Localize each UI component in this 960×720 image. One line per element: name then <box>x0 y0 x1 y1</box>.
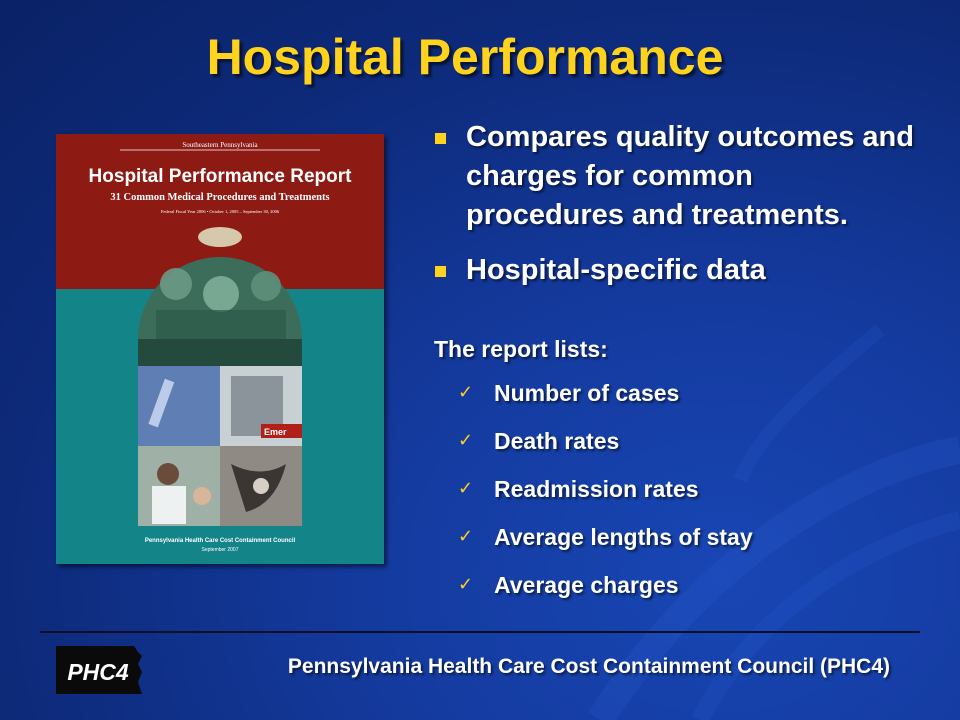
surgery-lamp <box>198 227 242 247</box>
report-cover-image: Southeastern Pennsylvania Hospital Perfo… <box>56 134 384 564</box>
checklist-text: Death rates <box>494 428 620 454</box>
cover-publisher: Pennsylvania Health Care Cost Containmen… <box>145 538 296 544</box>
bullet-item: Compares quality outcomes and charges fo… <box>434 118 914 235</box>
vial-photo <box>138 366 220 446</box>
pennsylvania-shape-icon <box>56 646 142 694</box>
cover-period: Federal Fiscal Year 2006 • October 1, 20… <box>161 209 280 215</box>
checklist-item: ✓ Death rates <box>458 428 753 476</box>
checkmark-icon: ✓ <box>458 430 474 451</box>
checklist-text: Average lengths of stay <box>494 524 753 550</box>
checklist-item: ✓ Average charges <box>458 572 753 620</box>
checklist-text: Readmission rates <box>494 476 699 502</box>
checklist-text: Number of cases <box>494 380 680 406</box>
checkmark-icon: ✓ <box>458 526 474 547</box>
footer-text: Pennsylvania Health Care Cost Containmen… <box>287 655 890 678</box>
checklist-item: ✓ Readmission rates <box>458 476 753 524</box>
footer-divider <box>40 631 920 633</box>
slide-title: Hospital Performance <box>206 29 724 85</box>
logo-text: PHC4 <box>67 659 129 685</box>
phc4-logo: PHC4 <box>56 646 142 694</box>
square-bullet-icon <box>435 266 446 277</box>
bullet-text: Compares quality outcomes and charges fo… <box>466 121 914 231</box>
bullet-text: Hospital-specific data <box>466 254 766 286</box>
checklist-item: ✓ Number of cases <box>458 380 753 428</box>
bullet-item: Hospital-specific data <box>434 251 914 290</box>
cover-subtitle: 31 Common Medical Procedures and Treatme… <box>110 192 329 203</box>
cover-region: Southeastern Pennsylvania <box>182 141 258 149</box>
square-bullet-icon <box>435 133 446 144</box>
checklist-text: Average charges <box>494 572 679 598</box>
cover-date: September 2007 <box>202 547 239 553</box>
bullet-list: Compares quality outcomes and charges fo… <box>434 118 914 290</box>
checkmark-icon: ✓ <box>458 478 474 499</box>
checklist-item: ✓ Average lengths of stay <box>458 524 753 572</box>
cover-title: Hospital Performance Report <box>89 166 353 187</box>
building-sign-text: Emer <box>264 427 287 437</box>
checklist: ✓ Number of cases ✓ Death rates ✓ Readmi… <box>458 380 753 620</box>
checkmark-icon: ✓ <box>458 574 474 595</box>
checkmark-icon: ✓ <box>458 382 474 403</box>
report-lists-label: The report lists: <box>434 336 608 362</box>
